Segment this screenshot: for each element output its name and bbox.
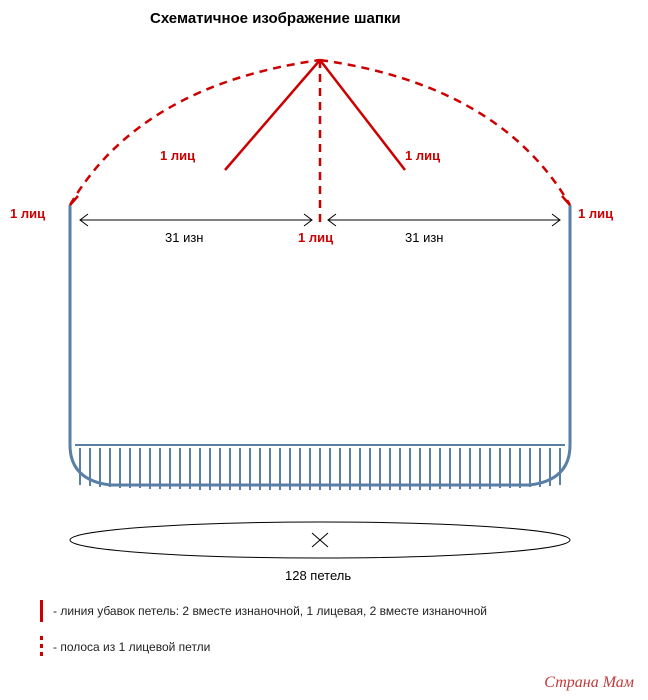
legend-text-dashed: - полоса из 1 лицевой петли (53, 640, 210, 654)
segment-arrow-left (80, 214, 312, 226)
hat-body-outline (70, 205, 570, 485)
watermark: Страна Мам (544, 674, 634, 692)
legend-swatch-dashed-icon (40, 636, 43, 658)
seam-side-left-mark (70, 196, 78, 205)
legend-row-solid: - линия убавок петель: 2 вместе изнаночн… (40, 600, 600, 622)
legend-row-dashed: - полоса из 1 лицевой петли (40, 636, 600, 658)
seam-right-inner (320, 60, 405, 170)
crown-dash-right (320, 60, 570, 205)
label-side-right: 1 лиц (578, 206, 613, 221)
diagram-title: Схематичное изображение шапки (150, 10, 401, 27)
seam-side-right-mark (562, 196, 570, 205)
legend-swatch-solid-icon (40, 600, 43, 622)
label-segment-left: 31 изн (165, 230, 203, 245)
label-center: 1 лиц (298, 230, 333, 245)
ellipse-center-x-icon (312, 533, 328, 547)
segment-arrow-right (328, 214, 560, 226)
label-top-left: 1 лиц (160, 148, 195, 163)
label-segment-right: 31 изн (405, 230, 443, 245)
legend-text-solid: - линия убавок петель: 2 вместе изнаночн… (53, 604, 487, 618)
crown-dash-left (70, 60, 320, 205)
label-top-right: 1 лиц (405, 148, 440, 163)
label-stitch-count: 128 петель (285, 568, 351, 583)
legend: - линия убавок петель: 2 вместе изнаночн… (40, 594, 600, 672)
label-side-left: 1 лиц (10, 206, 45, 221)
